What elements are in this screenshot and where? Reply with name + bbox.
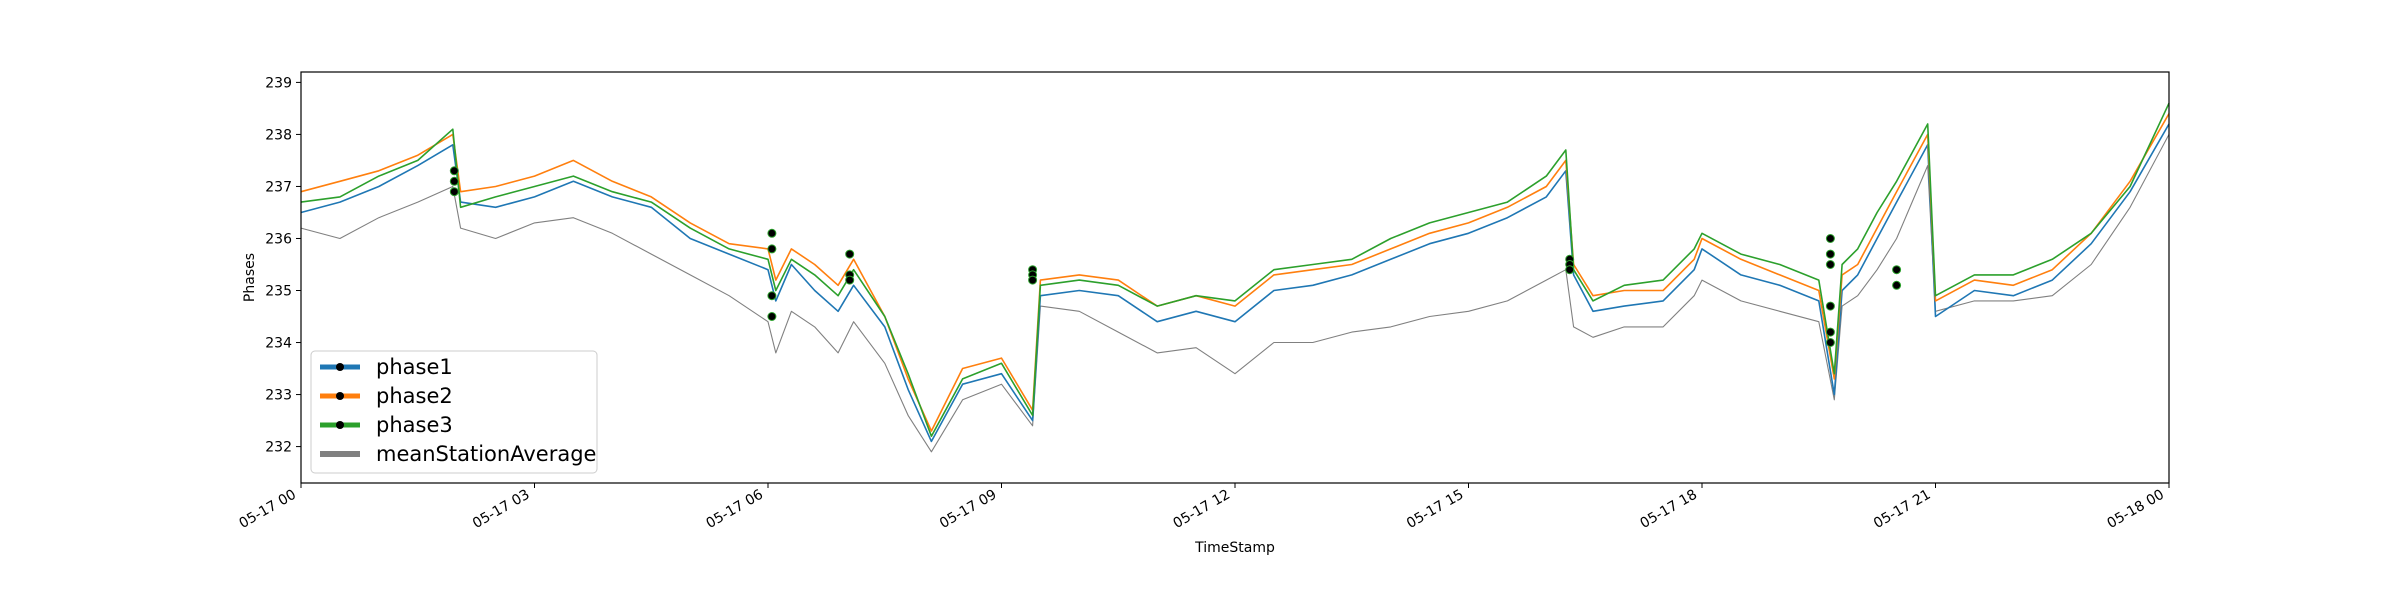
x-tick-label: 05-17 12 [1170,487,1233,532]
data-marker [1825,338,1835,347]
series-line-phase2 [300,113,2170,432]
data-marker [449,176,459,186]
series-group-phase2 [300,113,2170,432]
y-tick-label: 238 [265,127,292,143]
data-marker [767,312,777,321]
series-group-phase1 [300,123,2170,443]
legend-label-phase2: phase2 [376,384,453,408]
series-group-meanStationAverage [300,134,2170,453]
legend-marker-phase3 [336,421,344,429]
y-tick-label: 234 [265,336,292,352]
data-marker [1565,265,1575,275]
y-axis-label: Phases [242,253,258,302]
y-tick-label: 232 [265,440,292,456]
y-tick-label: 233 [265,388,292,404]
x-tick-label: 05-17 03 [470,487,533,532]
y-tick-label: 235 [265,284,292,300]
legend-box [310,350,598,474]
data-marker [449,187,459,197]
x-tick-label: 05-17 18 [1637,487,1700,532]
data-marker [1892,280,1902,290]
data-marker [1825,301,1835,311]
x-axis-ticks: 05-17 00 05-17 03 05-17 06 05-17 09 05-17 12… [236,483,2170,532]
x-tick-label: 05-17 21 [1871,487,1934,532]
legend: phase1 phase2 phase3 meanStationAverage [310,350,598,474]
legend-marker-phase1 [336,363,344,371]
series-line-phase1 [300,123,2170,443]
legend-label-phase3: phase3 [376,413,453,437]
legend-label-phase1: phase1 [376,355,453,379]
data-marker [1825,260,1835,269]
y-tick-label: 239 [265,75,292,91]
y-tick-label: 236 [265,231,292,247]
y-tick-label: 237 [265,179,292,195]
x-axis-label: TimeStamp [1194,540,1275,556]
legend-items: phase1 phase2 phase3 meanStationAverage [320,355,596,466]
data-marker [767,291,777,301]
y-axis-ticks: 232 233 234 235 236 237 238 239 [265,75,301,456]
data-marker [845,275,855,285]
series-line-meanStationAverage [300,134,2170,453]
data-marker [1825,249,1835,259]
data-marker [767,244,777,254]
x-tick-label: 05-17 06 [703,487,766,532]
x-tick-label: 05-17 00 [236,487,299,532]
x-tick-label: 05-17 15 [1404,487,1467,532]
data-marker [767,228,777,238]
data-marker [1825,234,1835,243]
data-marker [1892,265,1902,275]
marker-group [449,166,1902,347]
data-marker [449,166,459,176]
series-group-phase3 [300,102,2170,438]
data-marker [845,249,855,259]
legend-label-meanStationAverage: meanStationAverage [376,442,596,466]
series-line-phase3 [300,102,2170,438]
x-tick-label: 05-18 00 [2104,487,2167,532]
data-marker [1825,327,1835,337]
legend-marker-phase2 [336,392,344,400]
x-tick-label: 05-17 09 [937,487,1000,532]
data-marker [1028,275,1038,285]
